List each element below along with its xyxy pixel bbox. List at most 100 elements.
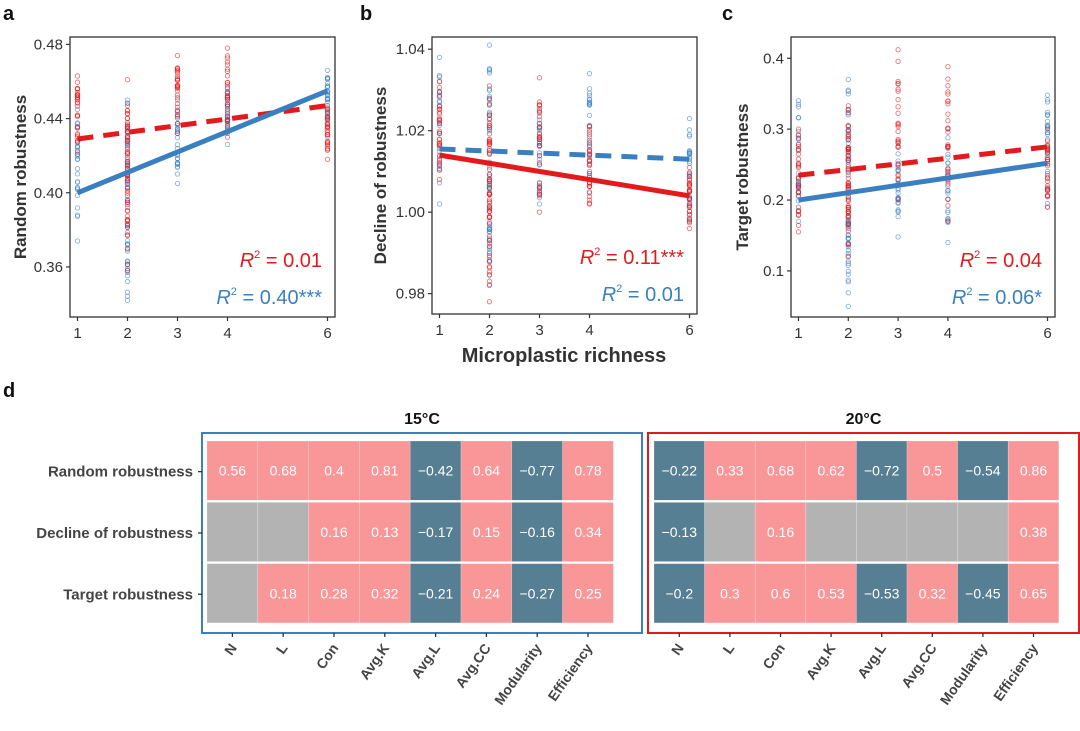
data-point <box>486 109 493 115</box>
panel-b: b 0.98 1.00 1.02 1.04 1 2 3 4 6 Decline of robustn… <box>360 3 698 339</box>
heatmap-cell-value: 0.64 <box>473 463 500 479</box>
data-point <box>686 220 693 226</box>
data-point <box>486 182 493 189</box>
heatmap-cell-value: −0.21 <box>418 585 454 601</box>
heatmap-cell <box>359 563 411 624</box>
data-point <box>945 111 951 117</box>
data-point <box>486 271 493 278</box>
heatmap-cell <box>754 501 807 562</box>
data-point <box>224 100 231 106</box>
r2-value: = 0.06* <box>972 287 1042 309</box>
data-point <box>224 66 231 72</box>
x-tick-label: 6 <box>323 325 331 342</box>
data-point <box>686 204 693 211</box>
data-point <box>586 200 593 206</box>
heatmap-cell-value: 0.6 <box>771 585 791 601</box>
data-point <box>795 175 802 182</box>
data-point <box>686 196 693 202</box>
facet-title: 20°C <box>846 411 882 428</box>
data-point <box>224 73 231 79</box>
data-point <box>74 86 81 92</box>
data-point <box>1044 92 1051 98</box>
column-label: Avg.K <box>356 641 392 683</box>
data-point <box>845 164 851 170</box>
r2-value: = 0.40*** <box>237 287 322 309</box>
data-point <box>686 133 693 139</box>
data-point <box>174 155 181 162</box>
data-point <box>686 216 693 223</box>
r2-value: = 0.11*** <box>600 247 684 269</box>
x-tick-label: 4 <box>223 325 231 342</box>
data-point <box>324 113 331 120</box>
data-point <box>124 199 131 205</box>
heatmap-cell <box>754 440 807 501</box>
data-point <box>486 122 493 128</box>
data-point <box>845 76 851 83</box>
data-point <box>536 201 543 207</box>
heatmap-cell <box>359 440 411 501</box>
data-point <box>174 52 181 59</box>
column-label: N <box>668 641 687 658</box>
data-point <box>686 202 693 208</box>
y-tick-label: 0.44 <box>34 111 63 128</box>
x-tick-label: 1 <box>73 325 81 342</box>
data-point <box>124 188 131 194</box>
heatmap-cell-value: 0.38 <box>1020 524 1047 540</box>
heatmap-cell <box>562 501 614 562</box>
heatmap-cell-value: 0.13 <box>371 524 398 540</box>
data-point <box>945 91 951 97</box>
data-point <box>74 103 81 109</box>
data-point <box>536 102 543 108</box>
data-point <box>536 108 543 115</box>
data-point <box>486 240 493 247</box>
data-point <box>436 122 443 129</box>
heatmap-cell <box>805 501 857 562</box>
data-point <box>436 120 443 127</box>
heatmap-cell <box>257 501 309 562</box>
r2-superscript: 2 <box>616 283 622 295</box>
data-point <box>845 206 851 212</box>
data-point <box>586 124 593 130</box>
heatmap-cell <box>704 563 756 624</box>
data-point <box>586 190 593 196</box>
data-point <box>124 229 131 236</box>
heatmap-cell-value: 0.81 <box>371 463 398 479</box>
heatmap-cell-value: −0.42 <box>418 463 454 479</box>
data-point <box>124 142 131 149</box>
data-point <box>686 148 693 154</box>
heatmap-cell <box>409 563 462 624</box>
data-point <box>895 164 901 171</box>
r2-symbol: R <box>240 250 254 272</box>
r2-label-red: R2 = 0.11*** <box>580 246 684 269</box>
data-point <box>224 123 231 129</box>
fit-line-blue <box>76 88 329 196</box>
data-point <box>124 137 131 143</box>
fit-line-blue <box>439 146 690 162</box>
x-tick-label: 3 <box>535 322 543 339</box>
data-point <box>845 271 851 277</box>
data-point <box>845 149 851 156</box>
data-point <box>845 175 851 181</box>
data-point <box>795 222 802 229</box>
data-point <box>795 141 802 148</box>
data-point <box>536 191 543 197</box>
data-point <box>324 132 331 138</box>
column-label: Avg.L <box>854 640 889 681</box>
data-point <box>586 112 593 119</box>
heatmap-cell <box>562 563 614 624</box>
data-point <box>124 238 131 244</box>
data-point <box>895 168 901 174</box>
data-point <box>174 130 181 137</box>
data-point <box>895 110 901 116</box>
data-point <box>895 128 901 135</box>
data-point <box>845 262 851 268</box>
data-point <box>174 114 181 120</box>
y-axis-label: Decline of robustness <box>371 87 390 265</box>
data-point <box>895 136 901 143</box>
heatmap-cell-value: 0.53 <box>817 585 844 601</box>
data-point <box>1044 136 1051 142</box>
data-point <box>1044 186 1051 192</box>
data-point <box>174 115 181 122</box>
data-point <box>224 55 231 61</box>
data-point <box>174 134 181 141</box>
